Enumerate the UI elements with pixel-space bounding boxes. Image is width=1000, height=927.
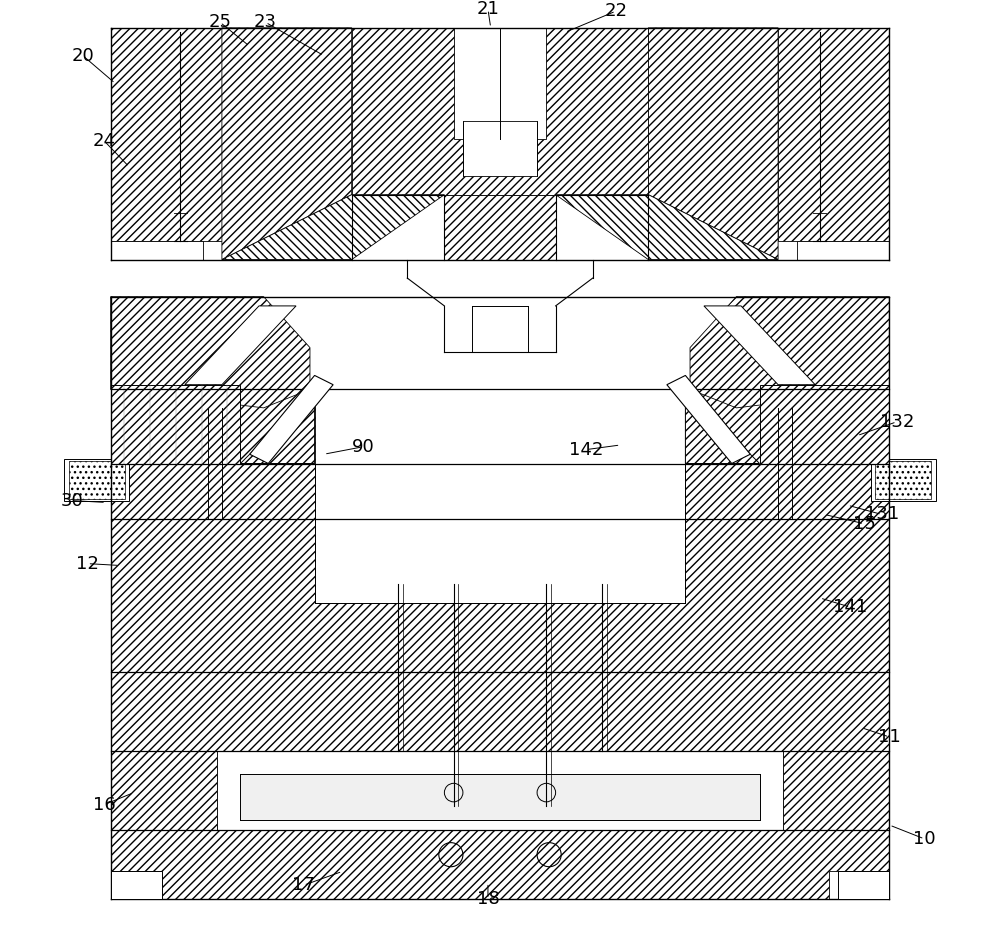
Bar <box>315 464 685 519</box>
Bar <box>111 389 315 519</box>
Text: 18: 18 <box>477 890 499 908</box>
Polygon shape <box>111 297 310 408</box>
Polygon shape <box>222 28 352 260</box>
Bar <box>111 672 889 751</box>
Bar <box>111 871 162 899</box>
Polygon shape <box>556 195 778 260</box>
Text: 12: 12 <box>76 554 99 573</box>
Text: 142: 142 <box>569 440 603 459</box>
Bar <box>217 751 783 830</box>
Bar <box>454 28 546 139</box>
Bar <box>778 28 889 241</box>
Text: 23: 23 <box>254 13 277 32</box>
Polygon shape <box>667 375 750 464</box>
Bar <box>838 871 889 899</box>
Bar <box>64 459 129 501</box>
Bar <box>352 28 648 195</box>
Text: 141: 141 <box>833 598 868 616</box>
Polygon shape <box>648 28 778 260</box>
Bar <box>240 774 760 820</box>
Polygon shape <box>240 389 315 464</box>
Bar <box>315 514 685 519</box>
Polygon shape <box>704 306 815 385</box>
Text: 11: 11 <box>878 728 901 746</box>
Bar <box>685 389 889 519</box>
Bar <box>829 871 889 899</box>
Text: 22: 22 <box>604 2 627 20</box>
Bar <box>111 751 217 830</box>
Bar <box>315 519 685 603</box>
Bar <box>871 459 936 501</box>
Text: 17: 17 <box>292 876 315 895</box>
Bar <box>783 751 889 830</box>
Bar <box>111 871 162 899</box>
Bar <box>111 519 889 672</box>
Text: 30: 30 <box>60 491 83 510</box>
Polygon shape <box>111 385 240 464</box>
Bar <box>111 830 889 899</box>
Bar <box>444 195 556 260</box>
Polygon shape <box>690 297 889 408</box>
Text: 132: 132 <box>880 413 914 431</box>
Polygon shape <box>250 375 333 464</box>
Text: 20: 20 <box>71 46 94 65</box>
Text: 16: 16 <box>93 795 116 814</box>
Text: 15: 15 <box>853 514 876 533</box>
Bar <box>111 241 203 260</box>
Bar <box>797 241 889 260</box>
Bar <box>111 28 222 241</box>
Polygon shape <box>185 306 296 385</box>
Text: 21: 21 <box>477 0 499 19</box>
Text: 90: 90 <box>351 438 374 456</box>
Text: 25: 25 <box>209 13 232 32</box>
Polygon shape <box>760 385 889 464</box>
Text: 10: 10 <box>913 830 936 848</box>
Text: 24: 24 <box>93 132 116 150</box>
Polygon shape <box>222 195 444 260</box>
Polygon shape <box>685 389 760 464</box>
Text: 131: 131 <box>865 505 899 524</box>
Bar <box>463 121 537 176</box>
Bar <box>875 461 931 499</box>
Bar <box>69 461 125 499</box>
